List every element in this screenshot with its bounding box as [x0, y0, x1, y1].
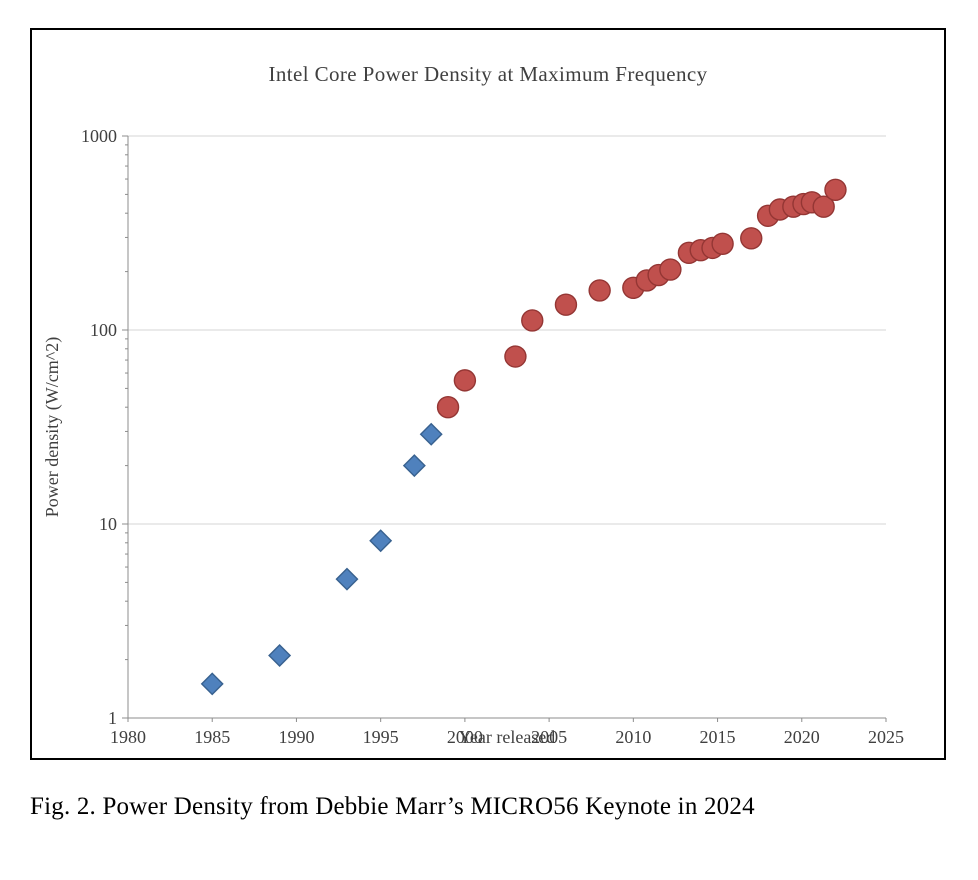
x-tick-label: 1990	[278, 727, 314, 747]
data-point-later-cores-circle	[711, 232, 734, 256]
chart-title: Intel Core Power Density at Maximum Freq…	[268, 62, 708, 86]
data-point-later-cores-circle	[504, 345, 527, 368]
data-point-early-cores-diamond	[402, 454, 426, 478]
data-point-early-cores-diamond	[369, 529, 393, 553]
x-tick-label: 2010	[615, 727, 651, 747]
figure-caption: Fig. 2. Power Density from Debbie Marr’s…	[30, 793, 755, 820]
data-point-early-cores-diamond	[419, 422, 443, 446]
x-tick-label: 2005	[531, 727, 567, 747]
x-tick-label: 1985	[194, 727, 230, 747]
x-tick-label: 2000	[447, 727, 483, 747]
y-tick-label: 1000	[81, 126, 117, 146]
x-tick-label: 2015	[700, 727, 736, 747]
y-tick-label: 10	[99, 514, 117, 534]
x-tick-label: 2025	[868, 727, 904, 747]
data-point-later-cores-circle	[436, 396, 460, 419]
data-point-later-cores-circle	[812, 195, 835, 218]
data-point-later-cores-circle	[824, 178, 847, 202]
power-density-scatter-chart: 1 10 100 1000 1980 1985 1990 1995 2000 2005 2010 20…	[42, 126, 904, 747]
data-point-early-cores-diamond	[268, 643, 292, 667]
data-point-later-cores-circle	[659, 258, 682, 281]
y-tick-label: 1	[108, 708, 117, 728]
data-point-early-cores-diamond	[335, 567, 359, 591]
x-tick-label: 2020	[784, 727, 820, 747]
x-tick-label: 1980	[110, 727, 146, 747]
data-point-later-cores-circle	[453, 369, 477, 392]
x-tick-label: 1995	[363, 727, 399, 747]
y-axis-title: Power density (W/cm^2)	[42, 337, 63, 517]
x-axis-title: Year released	[459, 727, 556, 747]
data-point-later-cores-circle	[554, 293, 578, 316]
y-tick-label: 100	[90, 320, 117, 340]
data-point-later-cores-circle	[588, 279, 611, 302]
data-point-early-cores-diamond	[200, 672, 224, 696]
data-point-later-cores-circle	[740, 227, 763, 250]
plot-layer: 1 10 100 1000 1980 1985 1990 1995 2000 2005 2010 20…	[81, 126, 904, 747]
figure-box: Intel Core Power Density at Maximum Freq…	[30, 28, 946, 760]
data-point-later-cores-circle	[521, 309, 544, 332]
